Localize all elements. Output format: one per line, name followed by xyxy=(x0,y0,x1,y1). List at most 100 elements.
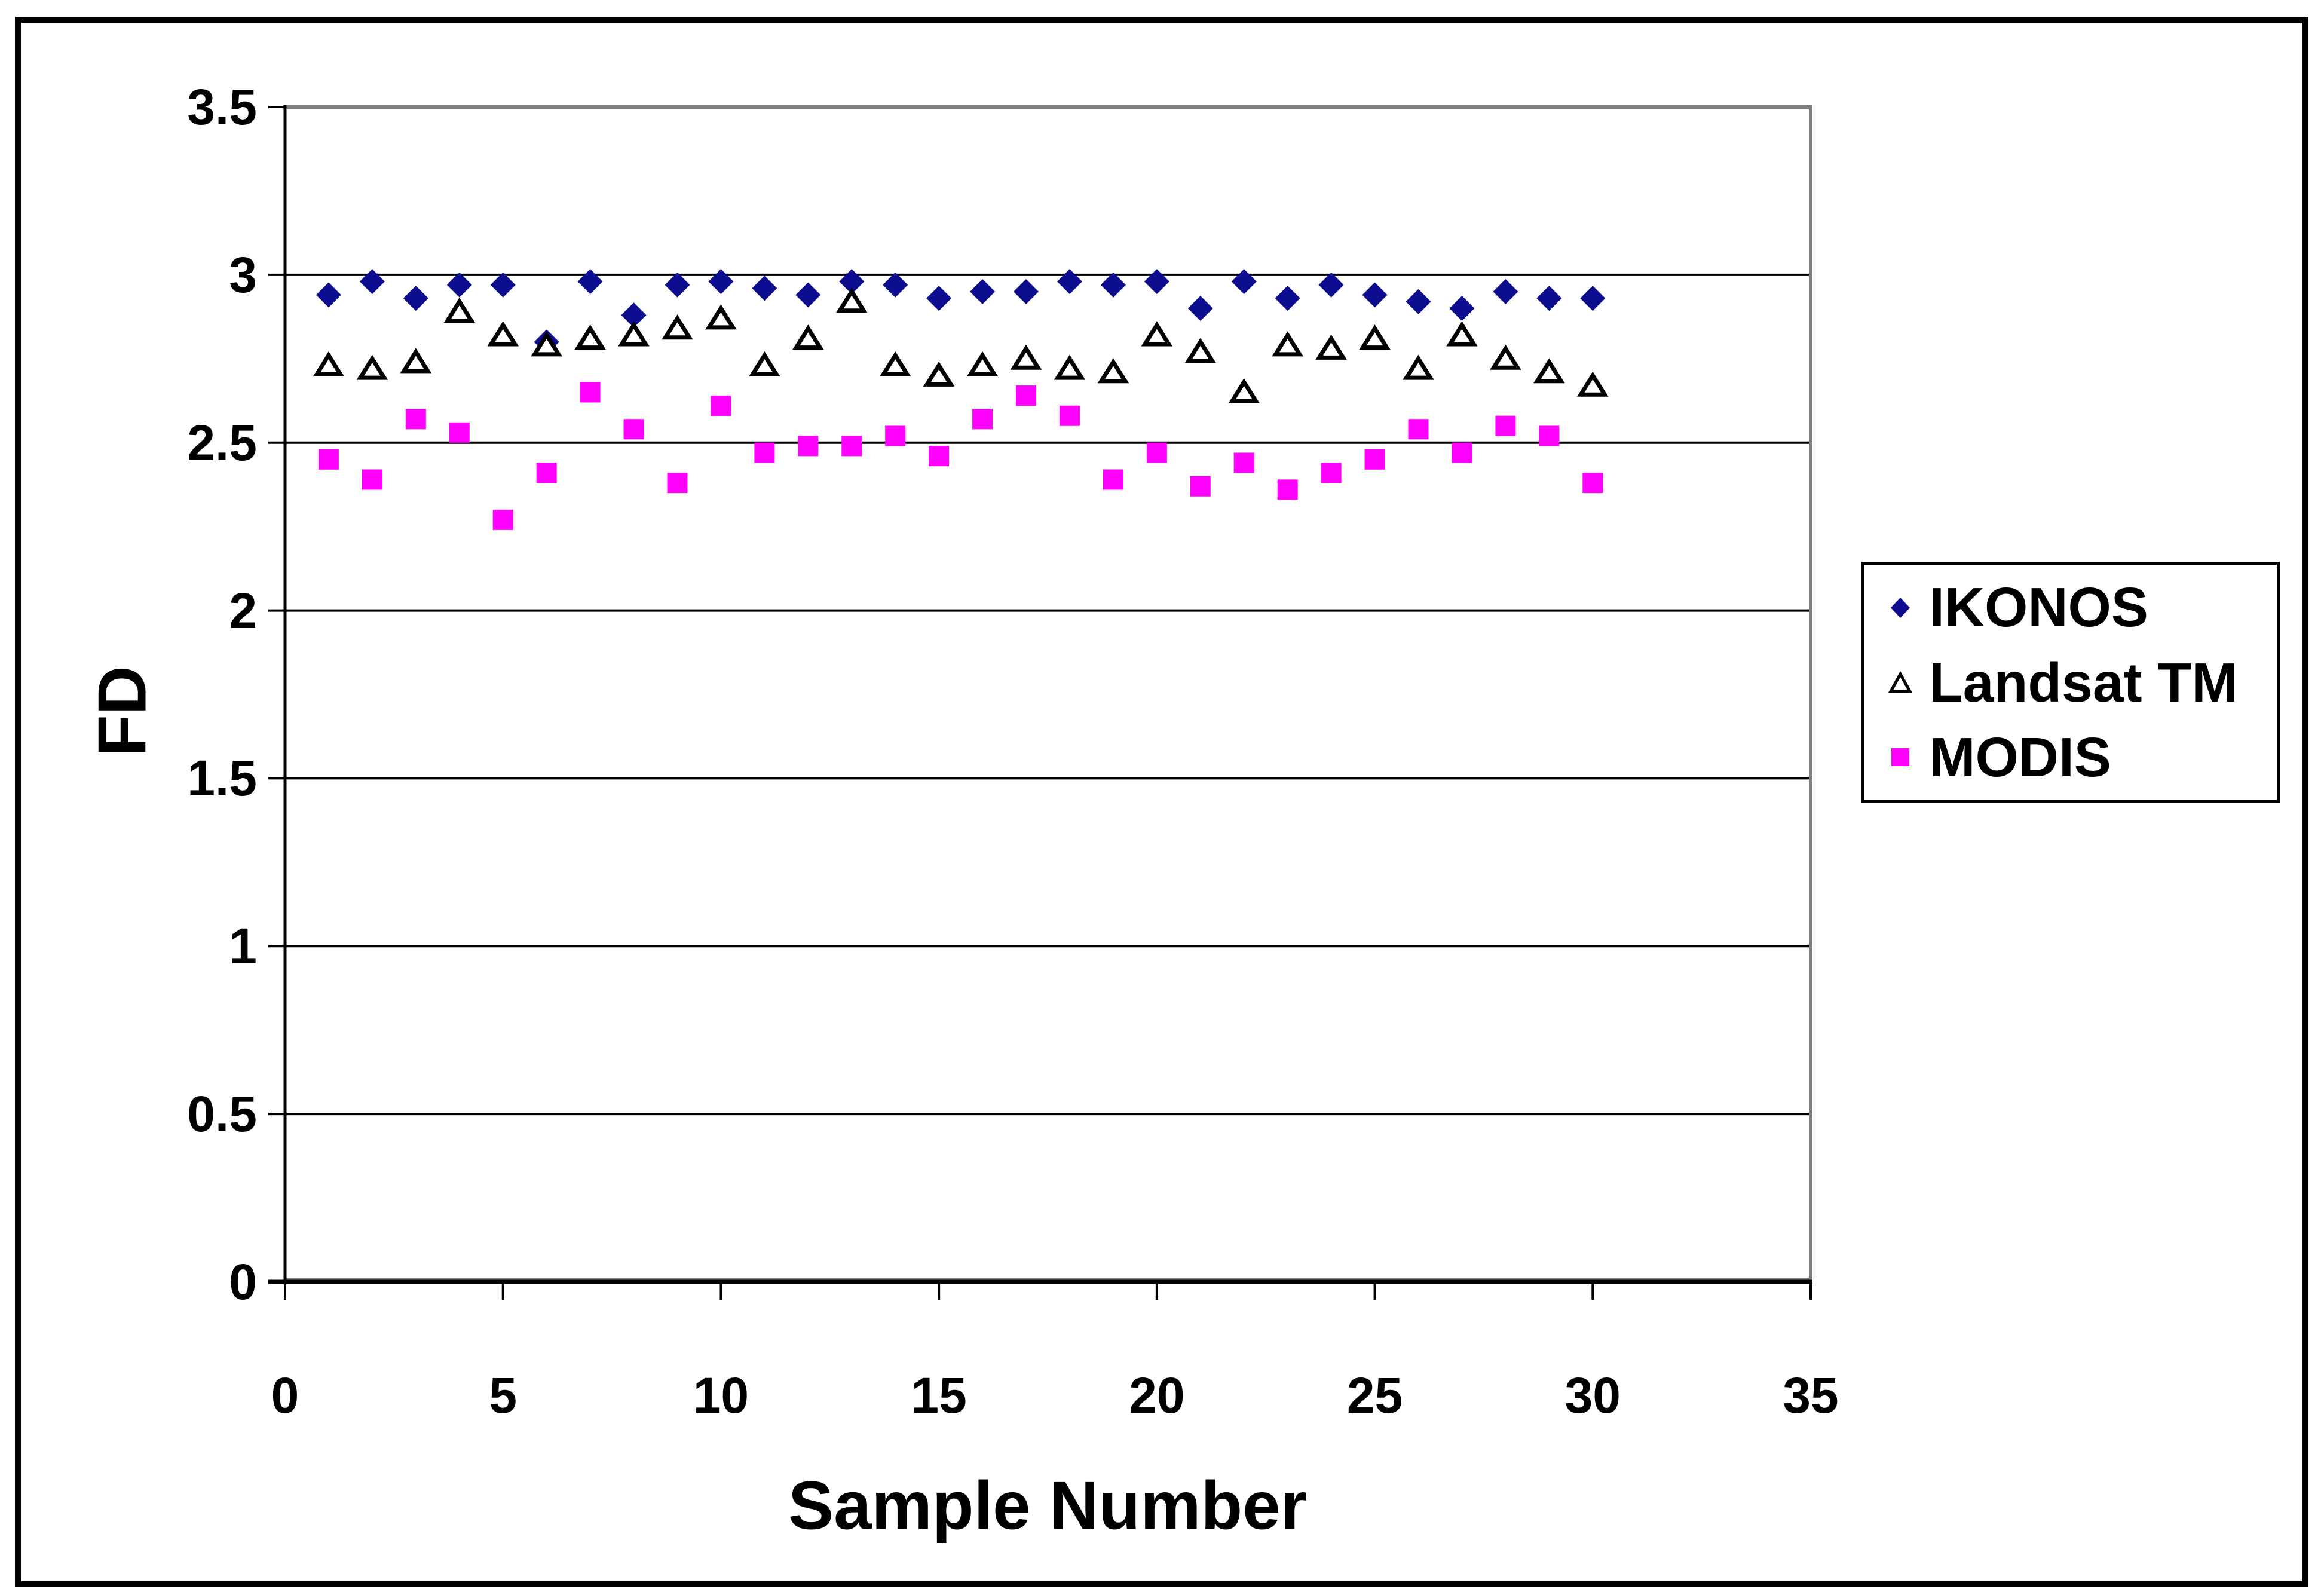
data-point-diamond xyxy=(621,302,647,328)
data-point-diamond xyxy=(316,282,341,308)
data-point-triangle xyxy=(1141,321,1173,347)
data-point-diamond xyxy=(970,278,996,304)
data-point-triangle xyxy=(1315,334,1347,360)
data-point-square xyxy=(1277,479,1298,500)
data-point-diamond xyxy=(795,282,821,308)
data-point-diamond xyxy=(1100,272,1126,298)
data-point-triangle xyxy=(1054,354,1086,380)
data-point-square xyxy=(362,469,382,490)
data-point-square xyxy=(623,419,644,440)
data-point-square xyxy=(929,446,950,467)
data-point-square xyxy=(449,422,470,443)
data-point-triangle xyxy=(1403,354,1434,380)
data-point-triangle xyxy=(923,361,955,387)
data-point-square xyxy=(580,382,601,403)
data-point-diamond xyxy=(883,272,908,298)
legend-item-landsat-tm: Landsat TM xyxy=(1887,651,2277,715)
data-point-triangle xyxy=(1533,358,1565,384)
data-point-square xyxy=(1321,463,1342,483)
y-tick-label: 0 xyxy=(229,1254,257,1310)
data-point-triangle xyxy=(835,287,868,313)
data-point-square xyxy=(667,473,688,494)
triangle-open-icon xyxy=(1888,671,1913,693)
legend-item-ikonos: IKONOS xyxy=(1887,575,2277,639)
data-point-diamond xyxy=(1318,272,1344,298)
data-point-triangle xyxy=(618,321,650,347)
data-point-diamond xyxy=(1406,289,1431,314)
data-point-square xyxy=(1364,449,1385,470)
data-point-diamond xyxy=(708,269,734,295)
data-point-triangle xyxy=(400,348,432,374)
data-point-square xyxy=(1146,442,1167,463)
data-point-triangle xyxy=(1272,331,1304,357)
data-point-triangle xyxy=(749,351,780,377)
data-point-square xyxy=(1059,405,1080,426)
data-point-diamond xyxy=(446,272,472,298)
data-point-square xyxy=(1103,469,1123,490)
x-tick-label: 20 xyxy=(1129,1367,1185,1423)
y-tick-label: 3.5 xyxy=(187,79,257,135)
y-tick-label: 1 xyxy=(229,918,257,975)
data-point-diamond xyxy=(1014,278,1039,304)
y-tick-label: 2 xyxy=(229,582,257,639)
y-tick-label: 3 xyxy=(229,246,257,303)
data-point-triangle xyxy=(966,351,999,377)
data-point-triangle xyxy=(1228,378,1260,403)
data-point-triangle xyxy=(487,321,519,347)
data-point-square xyxy=(1495,415,1516,436)
data-point-triangle xyxy=(662,314,693,340)
x-tick-label: 15 xyxy=(911,1367,967,1423)
square-icon xyxy=(1891,748,1909,767)
data-point-diamond xyxy=(665,272,690,298)
data-point-square xyxy=(405,409,426,430)
data-point-triangle xyxy=(531,331,562,357)
x-tick-label: 35 xyxy=(1783,1367,1839,1423)
data-point-triangle xyxy=(1097,358,1129,384)
data-point-triangle xyxy=(574,324,606,350)
data-point-square xyxy=(885,425,906,446)
x-tick-label: 25 xyxy=(1346,1367,1403,1423)
data-point-triangle xyxy=(1184,338,1217,363)
data-point-triangle xyxy=(1010,344,1042,370)
y-tick-label: 0.5 xyxy=(187,1086,257,1143)
data-point-triangle xyxy=(1446,321,1478,347)
data-point-triangle xyxy=(1359,324,1391,350)
x-tick-label: 5 xyxy=(489,1367,518,1423)
legend-item-modis: MODIS xyxy=(1887,725,2277,789)
legend-label: MODIS xyxy=(1929,725,2111,788)
data-point-diamond xyxy=(1057,269,1082,295)
legend-box: IKONOS Landsat TM MODIS xyxy=(1861,562,2280,803)
data-point-diamond xyxy=(926,286,952,311)
data-point-diamond xyxy=(577,269,603,295)
data-point-square xyxy=(1408,419,1429,440)
data-point-triangle xyxy=(1490,344,1521,370)
data-point-diamond xyxy=(1362,282,1388,308)
data-point-triangle xyxy=(313,351,345,377)
data-point-diamond xyxy=(403,286,428,311)
data-point-triangle xyxy=(705,304,737,330)
data-point-square xyxy=(536,463,557,483)
data-point-diamond xyxy=(1187,296,1213,322)
data-point-square xyxy=(1190,476,1211,497)
x-tick-label: 10 xyxy=(693,1367,749,1423)
data-point-triangle xyxy=(792,324,824,350)
data-point-square xyxy=(711,395,731,416)
y-axis-title: FD xyxy=(84,666,161,757)
x-tick-label: 30 xyxy=(1564,1367,1621,1423)
data-point-square xyxy=(1016,385,1037,406)
data-point-diamond xyxy=(1449,296,1475,322)
legend-label: IKONOS xyxy=(1929,576,2148,639)
data-point-diamond xyxy=(839,269,865,295)
data-point-diamond xyxy=(1275,286,1300,311)
data-point-square xyxy=(318,449,339,470)
y-tick-label: 2.5 xyxy=(187,414,257,471)
diamond-icon xyxy=(1891,597,1910,618)
data-point-square xyxy=(798,436,819,457)
data-point-diamond xyxy=(752,275,777,301)
y-tick-label: 1.5 xyxy=(187,750,257,807)
data-point-diamond xyxy=(1580,286,1606,311)
data-point-square xyxy=(1233,452,1254,473)
data-point-square xyxy=(1452,442,1472,463)
